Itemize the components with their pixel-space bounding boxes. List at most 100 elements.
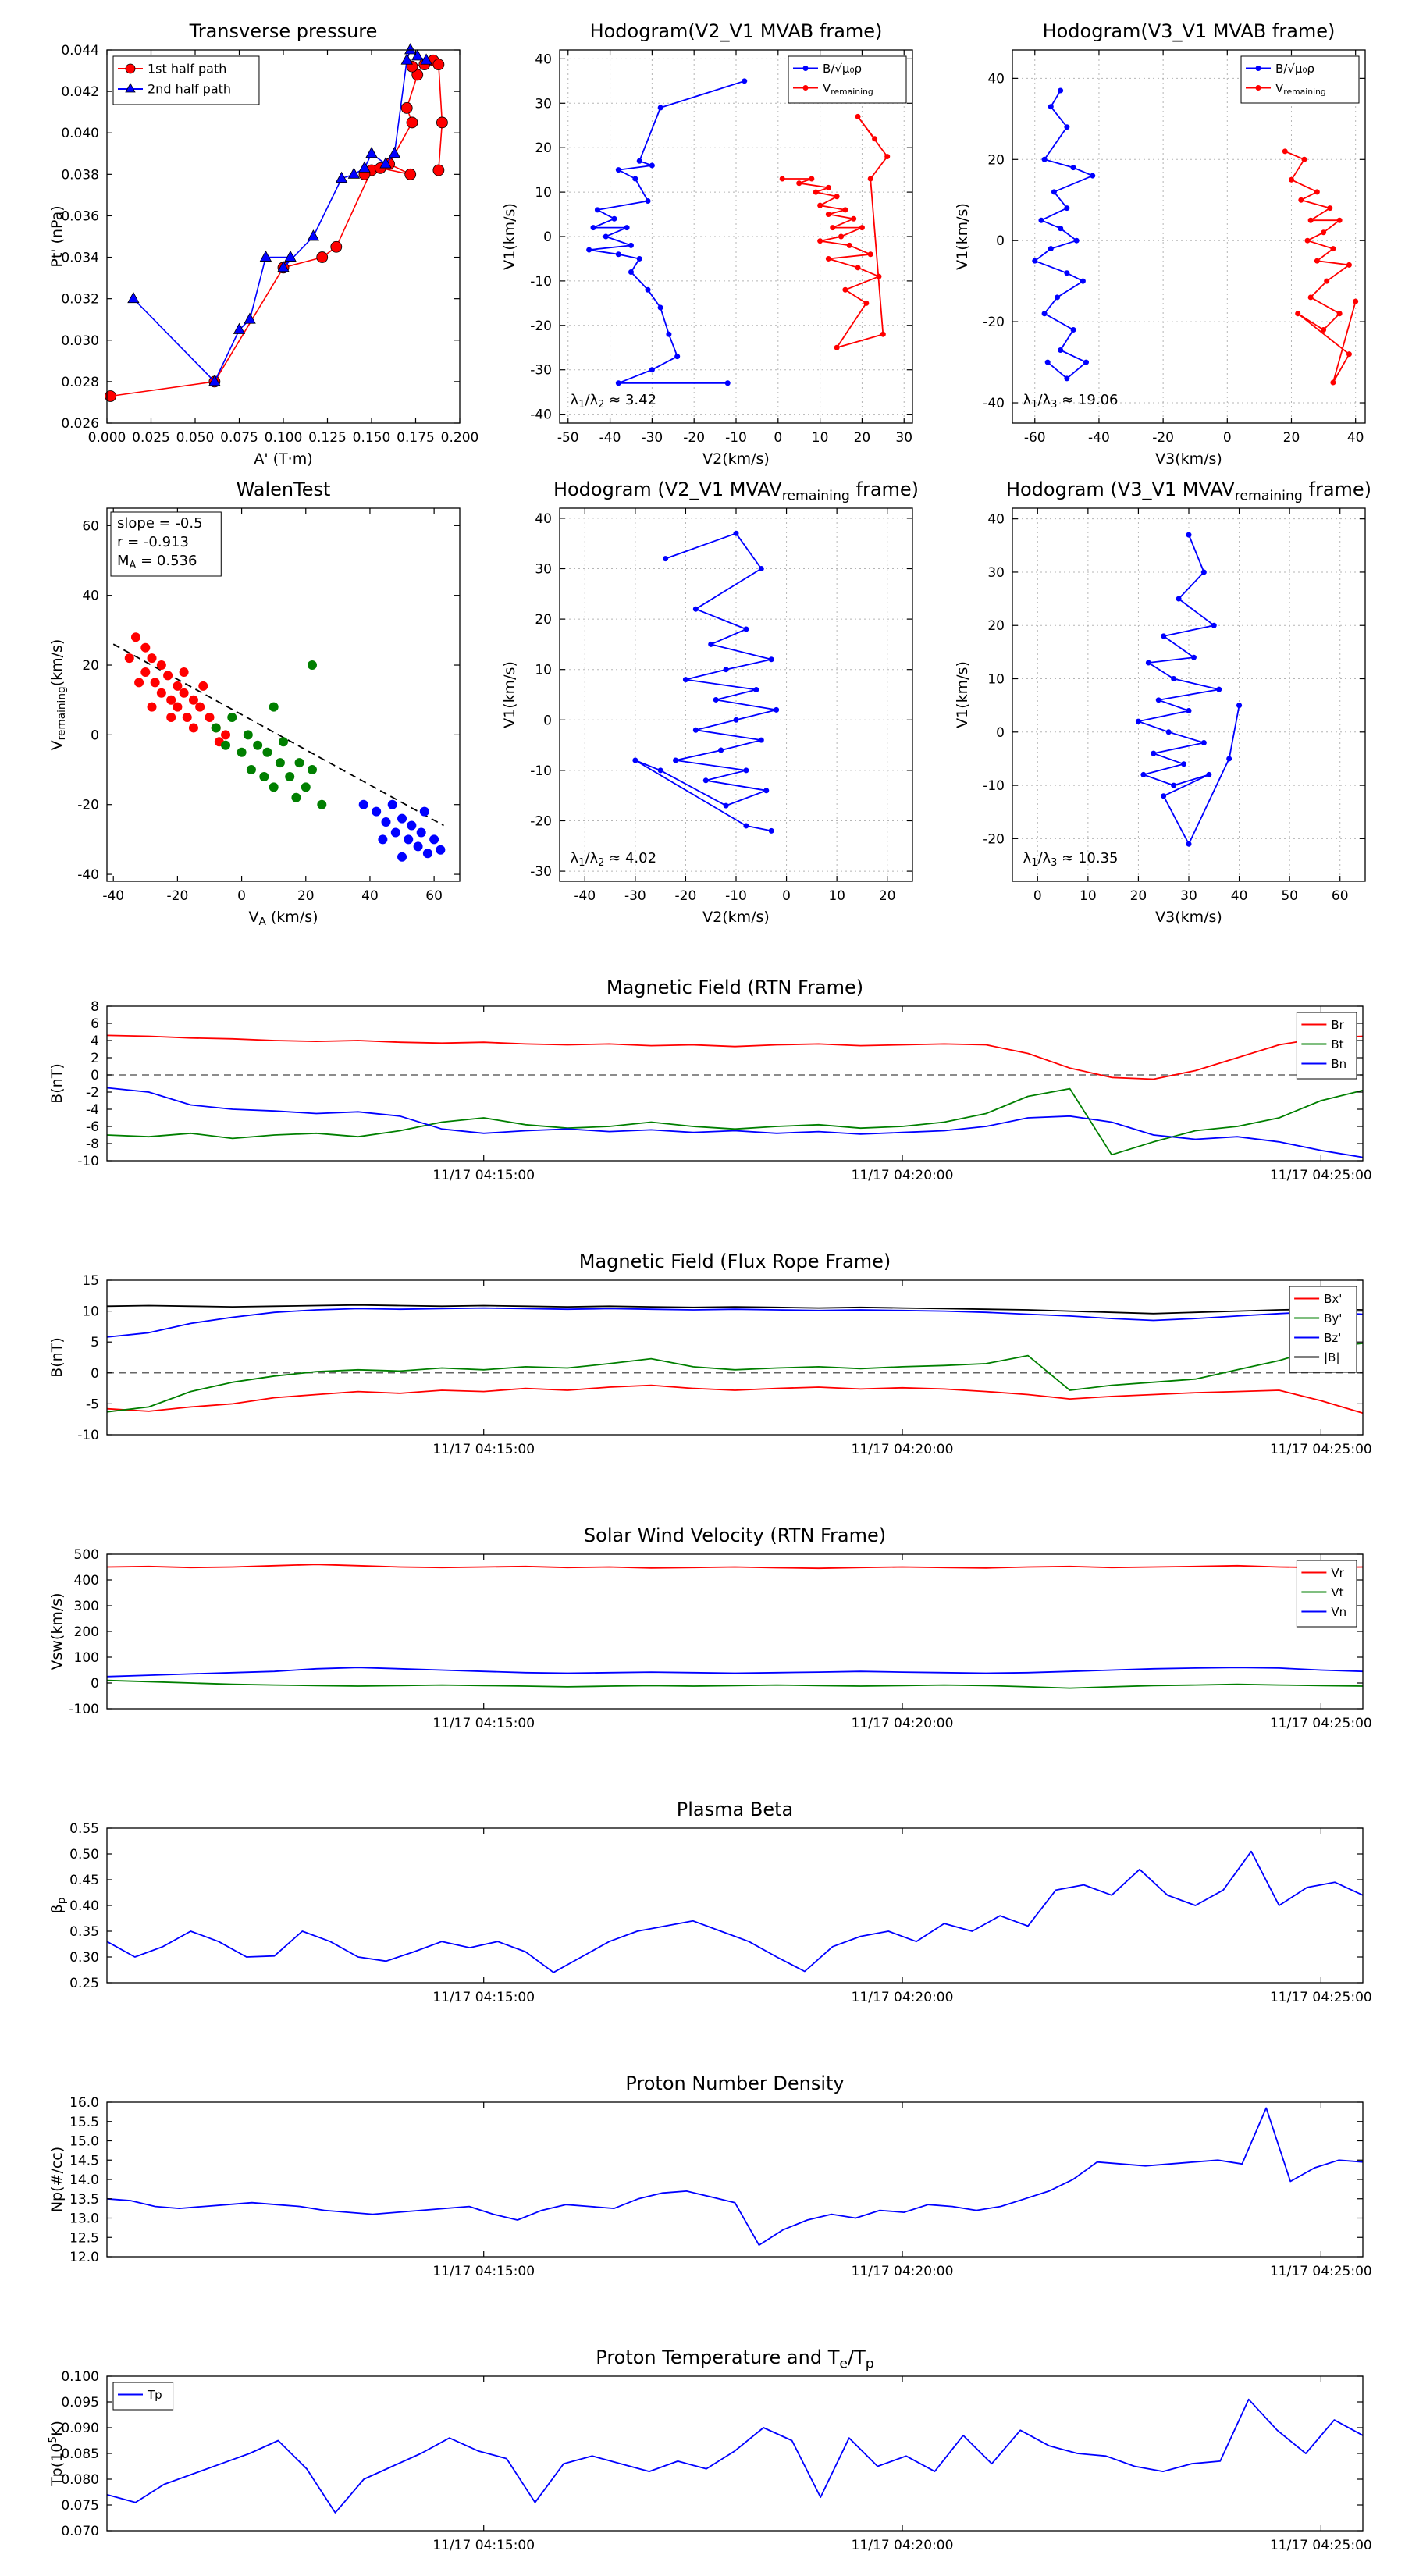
svg-text:λ1/λ2 ≈ 3.42: λ1/λ2 ≈ 3.42 (571, 392, 656, 411)
svg-text:20: 20 (987, 152, 1005, 168)
svg-text:11/17 04:15:00: 11/17 04:15:00 (432, 1168, 535, 1183)
svg-text:0.040: 0.040 (61, 126, 99, 141)
svg-text:11/17 04:25:00: 11/17 04:25:00 (1270, 1990, 1372, 2005)
svg-text:20: 20 (1283, 430, 1300, 446)
svg-text:40: 40 (987, 512, 1005, 528)
svg-text:-20: -20 (1152, 430, 1174, 446)
svg-text:Br: Br (1331, 1018, 1344, 1032)
svg-text:MA = 0.536: MA = 0.536 (117, 553, 197, 571)
svg-text:40: 40 (1231, 888, 1248, 904)
svg-text:20: 20 (879, 888, 896, 904)
svg-text:10: 10 (828, 888, 845, 904)
svg-text:0.085: 0.085 (61, 2446, 99, 2462)
svg-text:-30: -30 (530, 864, 552, 880)
svg-text:0.50: 0.50 (69, 1847, 99, 1863)
svg-text:0: 0 (91, 1676, 99, 1692)
svg-text:0.075: 0.075 (220, 430, 258, 446)
svg-text:20: 20 (1130, 888, 1147, 904)
svg-text:2nd half path: 2nd half path (148, 82, 231, 97)
svg-text:0.028: 0.028 (61, 375, 99, 390)
svg-text:0.000: 0.000 (88, 430, 126, 446)
svg-text:λ1/λ3 ≈ 19.06: λ1/λ3 ≈ 19.06 (1023, 392, 1119, 411)
svg-text:0: 0 (237, 888, 246, 904)
svg-text:-10: -10 (983, 778, 1005, 794)
svg-text:30: 30 (535, 562, 552, 578)
chart-hodogram-v3v1-mvav: 0 10 20 30 40 50 60 -20 -10 0 10 20 30 40 Hodogram (V3… (941, 472, 1378, 931)
svg-text:11/17 04:25:00: 11/17 04:25:00 (1270, 1442, 1372, 1457)
svg-text:40: 40 (1347, 430, 1364, 446)
svg-text:Vremaining: Vremaining (1275, 81, 1326, 97)
svg-text:11/17 04:20:00: 11/17 04:20:00 (852, 1168, 954, 1183)
svg-text:-40: -40 (983, 396, 1005, 411)
svg-text:0: 0 (1033, 888, 1042, 904)
svg-text:-6: -6 (86, 1119, 99, 1135)
chart-hodogram-v2v1-mvav: -40 -30 -20 -10 0 10 20 -30 -20 -10 0 10 20 30 40 Hodog… (488, 472, 925, 931)
svg-text:-10: -10 (530, 763, 552, 779)
svg-text:15.0: 15.0 (69, 2134, 99, 2150)
svg-text:V1(km/s): V1(km/s) (954, 661, 971, 728)
svg-text:12.5: 12.5 (69, 2230, 99, 2246)
svg-text:Magnetic Field (RTN Frame): Magnetic Field (RTN Frame) (606, 977, 863, 998)
svg-text:βp: βp (48, 1898, 68, 1914)
svg-text:-60: -60 (1024, 430, 1046, 446)
svg-text:By': By' (1324, 1311, 1342, 1325)
svg-text:B(nT): B(nT) (48, 1063, 66, 1104)
svg-text:60: 60 (82, 518, 99, 534)
svg-text:11/17 04:15:00: 11/17 04:15:00 (432, 2264, 535, 2279)
svg-text:20: 20 (987, 618, 1005, 634)
svg-text:30: 30 (895, 430, 912, 446)
svg-text:Vn: Vn (1331, 1605, 1346, 1619)
svg-text:11/17 04:25:00: 11/17 04:25:00 (1270, 2538, 1372, 2553)
svg-text:-40: -40 (530, 407, 552, 423)
svg-text:Bz': Bz' (1324, 1331, 1341, 1345)
svg-text:0.034: 0.034 (61, 251, 99, 266)
svg-text:Hodogram (V3_V1 MVAVremaining: Hodogram (V3_V1 MVAVremaining frame) (1006, 479, 1371, 503)
svg-text:-8: -8 (86, 1137, 99, 1152)
svg-text:-20: -20 (530, 813, 552, 829)
svg-text:0.175: 0.175 (397, 430, 435, 446)
svg-text:B/√μ₀ρ: B/√μ₀ρ (1275, 62, 1314, 76)
svg-text:λ1/λ2 ≈ 4.02: λ1/λ2 ≈ 4.02 (571, 850, 656, 869)
svg-text:-10: -10 (725, 888, 747, 904)
chart-proton-number-density: 11/17 04:15:00 11/17 04:20:00 11/17 04:25:… (35, 2068, 1374, 2296)
chart-plasma-beta: 11/17 04:15:00 11/17 04:20:00 11/17 04:25:… (35, 1794, 1374, 2022)
chart-hodogram-v3v1-mvab: -60 -40 -20 0 20 40 -40 -20 0 20 40 Hodogram(V3_V1 … (941, 14, 1378, 473)
svg-text:11/17 04:25:00: 11/17 04:25:00 (1270, 1716, 1372, 1731)
svg-text:-20: -20 (167, 888, 189, 904)
svg-text:WalenTest: WalenTest (237, 479, 331, 500)
svg-text:30: 30 (1180, 888, 1197, 904)
svg-text:11/17 04:20:00: 11/17 04:20:00 (852, 1990, 954, 2005)
svg-text:0.25: 0.25 (69, 1976, 99, 1991)
svg-text:0: 0 (782, 888, 791, 904)
svg-text:500: 500 (74, 1547, 99, 1563)
svg-text:0: 0 (543, 713, 552, 728)
chart-walen-test: -40 -20 0 20 40 60 -40 -20 0 20 40 60 WalenTest VA (k… (35, 472, 472, 931)
svg-text:-30: -30 (530, 363, 552, 379)
svg-text:0.35: 0.35 (69, 1924, 99, 1940)
svg-text:0: 0 (996, 725, 1005, 741)
svg-text:60: 60 (1332, 888, 1349, 904)
svg-text:Pt' (nPa): Pt' (nPa) (48, 205, 66, 267)
svg-text:40: 40 (987, 71, 1005, 87)
chart-solar-wind-velocity: 11/17 04:15:00 11/17 04:20:00 11/17 04:25:… (35, 1520, 1374, 1748)
svg-text:30: 30 (535, 96, 552, 112)
svg-text:-100: -100 (69, 1702, 99, 1717)
svg-text:10: 10 (82, 1304, 99, 1320)
svg-text:-5: -5 (86, 1397, 99, 1412)
svg-text:-20: -20 (675, 888, 697, 904)
svg-text:300: 300 (74, 1599, 99, 1614)
svg-text:10: 10 (812, 430, 829, 446)
svg-text:0.40: 0.40 (69, 1898, 99, 1914)
svg-text:0.030: 0.030 (61, 333, 99, 349)
svg-text:-20: -20 (77, 798, 99, 813)
svg-text:60: 60 (425, 888, 443, 904)
svg-text:6: 6 (91, 1016, 99, 1032)
svg-text:V3(km/s): V3(km/s) (1155, 909, 1222, 926)
svg-text:0.075: 0.075 (61, 2498, 99, 2514)
svg-text:0.042: 0.042 (61, 84, 99, 100)
svg-text:10: 10 (1080, 888, 1097, 904)
svg-text:Bt: Bt (1331, 1037, 1343, 1051)
svg-text:40: 40 (361, 888, 379, 904)
svg-text:V1(km/s): V1(km/s) (501, 203, 518, 270)
svg-text:40: 40 (535, 52, 552, 67)
